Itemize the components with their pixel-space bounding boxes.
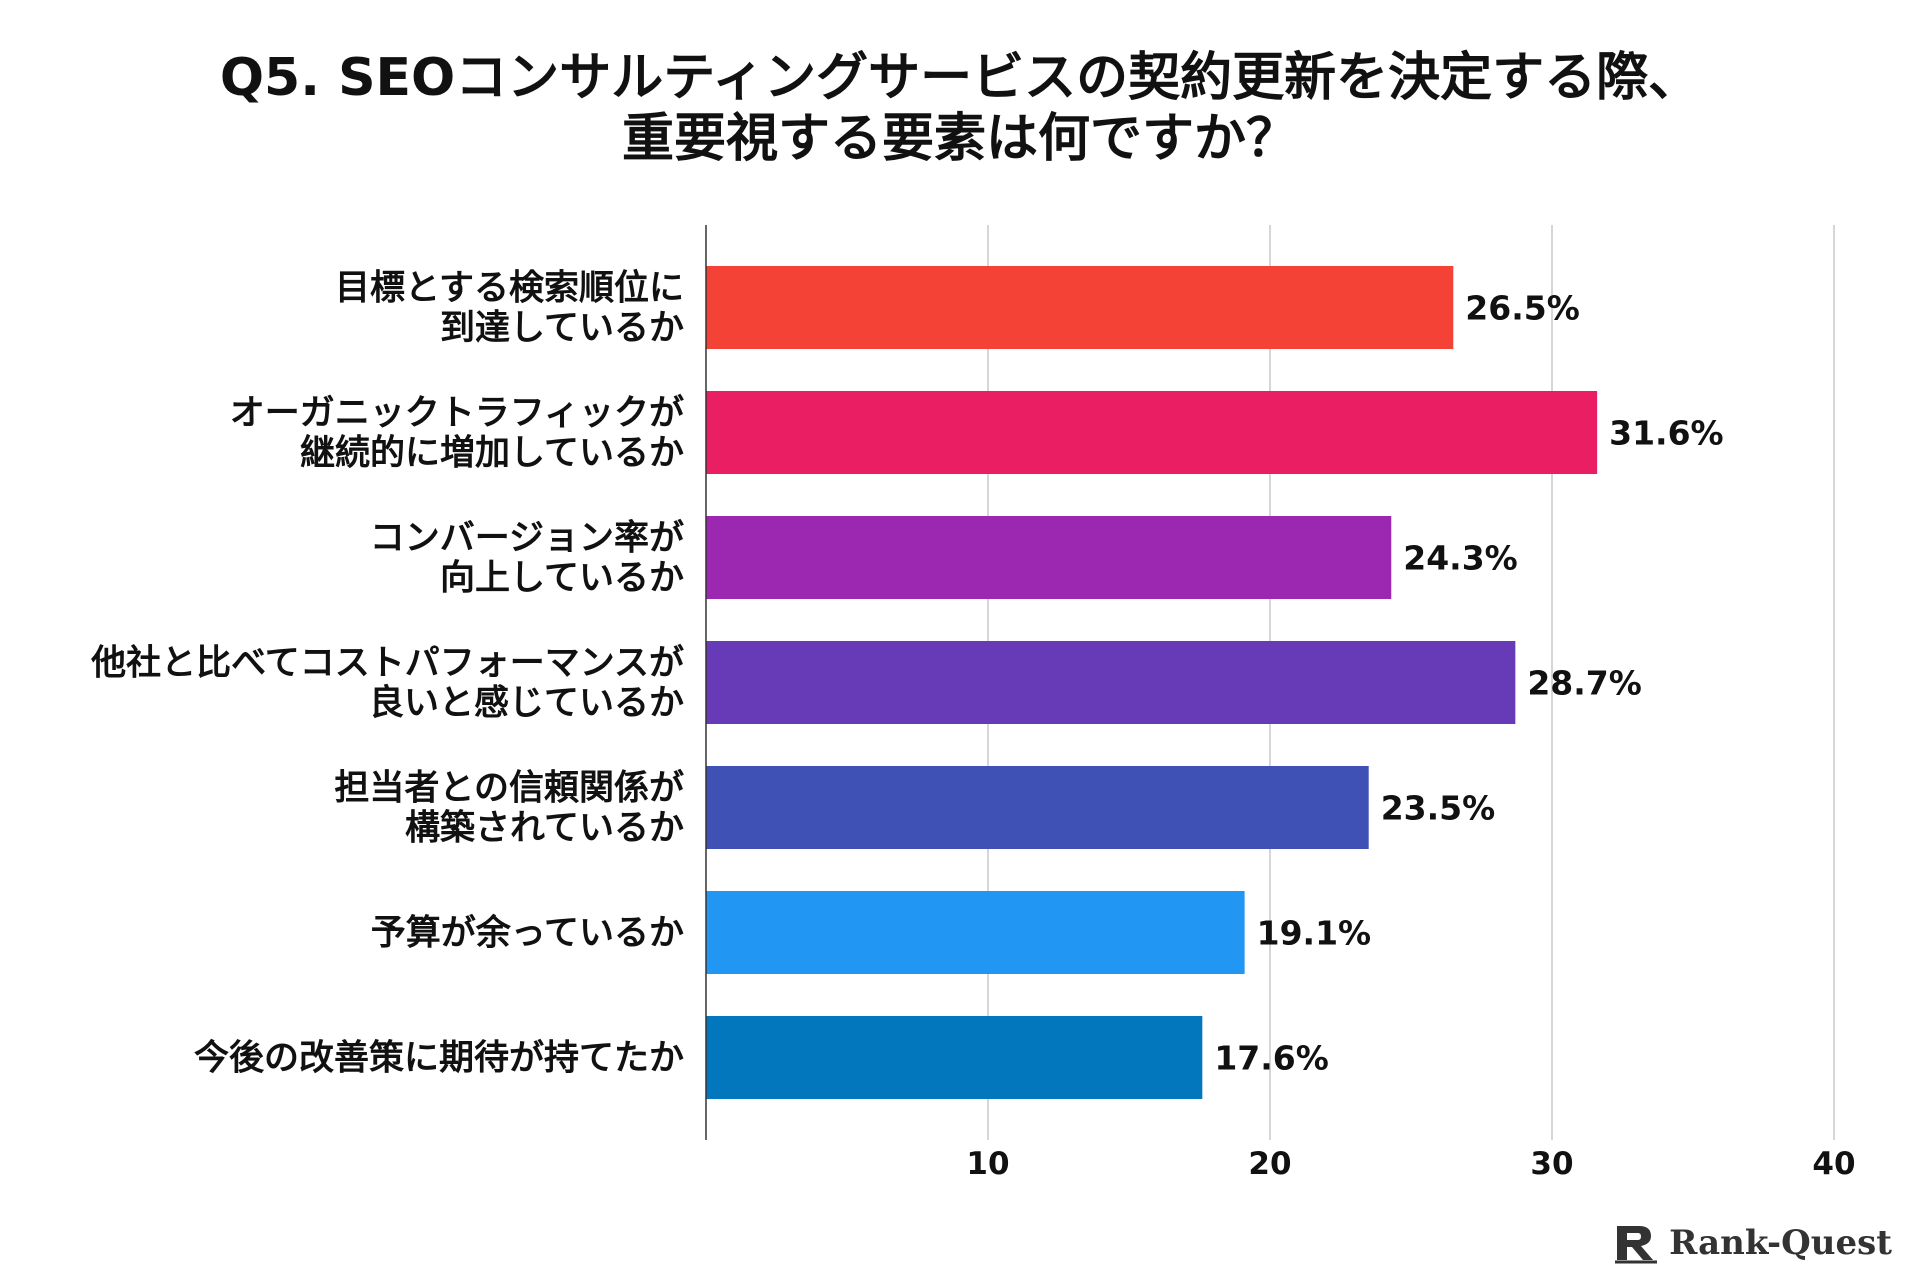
category-label-5-line-2: 構築されているか bbox=[405, 809, 684, 849]
value-label-4: 28.7% bbox=[1527, 664, 1642, 703]
category-label-4-line-2: 良いと感じているか bbox=[369, 684, 684, 724]
value-label-2: 31.6% bbox=[1609, 414, 1724, 453]
category-label-2-line-2: 継続的に増加しているか bbox=[300, 434, 684, 474]
rank-quest-logo-icon bbox=[1615, 1226, 1658, 1264]
category-label-2-line-1: オーガニックトラフィックが bbox=[230, 394, 684, 434]
chart-title-line-2: 重要視する要素は何ですか？ bbox=[621, 109, 1298, 170]
chart-title-line-1: Q5. SEOコンサルティングサービスの契約更新を決定する際、 bbox=[219, 48, 1701, 108]
bar-7 bbox=[706, 1016, 1203, 1099]
bar-2 bbox=[706, 391, 1598, 474]
category-label-1-line-1: 目標とする検索順位に bbox=[335, 269, 684, 309]
category-label-3-line-2: 向上しているか bbox=[440, 559, 684, 599]
bar-4 bbox=[706, 641, 1516, 724]
x-tick-label-40: 40 bbox=[1812, 1146, 1855, 1182]
value-label-5: 23.5% bbox=[1381, 789, 1496, 828]
bar-6 bbox=[706, 891, 1245, 974]
bar-5 bbox=[706, 766, 1369, 849]
value-label-1: 26.5% bbox=[1465, 289, 1580, 328]
category-label-5-line-1: 担当者との信頼関係が bbox=[334, 769, 684, 809]
value-label-6: 19.1% bbox=[1257, 914, 1372, 953]
category-label-1-line-2: 到達しているか bbox=[440, 309, 684, 349]
brand-name: Rank-Quest bbox=[1669, 1223, 1892, 1263]
x-tick-label-20: 20 bbox=[1248, 1146, 1291, 1182]
chart-title: Q5. SEOコンサルティングサービスの契約更新を決定する際、 重要視する要素は… bbox=[0, 48, 1920, 171]
bar-1 bbox=[706, 266, 1454, 349]
category-label-7-line-1: 今後の改善策に期待が持てたか bbox=[194, 1039, 684, 1079]
category-label-3-line-1: コンバージョン率が bbox=[370, 519, 684, 559]
x-tick-label-30: 30 bbox=[1530, 1146, 1573, 1182]
category-label-6-line-1: 予算が余っているか bbox=[371, 913, 684, 954]
value-label-7: 17.6% bbox=[1214, 1039, 1329, 1078]
bar-3 bbox=[706, 516, 1392, 599]
value-label-3: 24.3% bbox=[1403, 539, 1518, 578]
brand-logo: Rank-Quest bbox=[1613, 1222, 1892, 1264]
category-label-4-line-1: 他社と比べてコストパフォーマンスが bbox=[90, 644, 684, 684]
x-tick-label-10: 10 bbox=[966, 1146, 1009, 1182]
